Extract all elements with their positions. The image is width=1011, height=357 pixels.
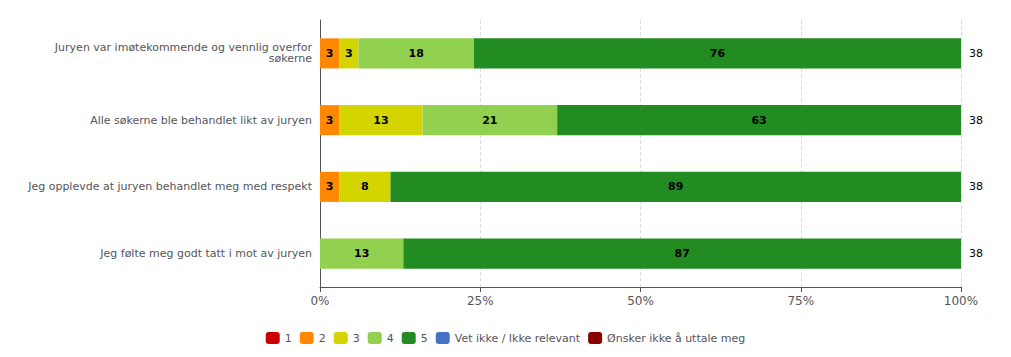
svg-text:3: 3 (345, 47, 353, 60)
svg-text:76: 76 (710, 47, 726, 60)
svg-text:3: 3 (326, 47, 334, 60)
svg-text:søkerne: søkerne (269, 52, 313, 65)
svg-text:13: 13 (373, 114, 388, 127)
svg-text:13: 13 (354, 247, 369, 260)
svg-text:0%: 0% (310, 294, 329, 308)
svg-text:3: 3 (326, 114, 334, 127)
svg-text:5: 5 (421, 332, 428, 345)
svg-text:Jeg følte meg godt tatt i mot: Jeg følte meg godt tatt i mot av juryen (99, 247, 312, 260)
svg-text:Vet ikke / Ikke relevant: Vet ikke / Ikke relevant (455, 332, 581, 345)
svg-text:25%: 25% (467, 294, 494, 308)
svg-text:100%: 100% (944, 294, 978, 308)
svg-text:3: 3 (353, 332, 360, 345)
svg-text:63: 63 (751, 114, 766, 127)
svg-text:38: 38 (969, 47, 983, 60)
svg-text:Jeg opplevde at juryen behandl: Jeg opplevde at juryen behandlet meg med… (27, 180, 312, 193)
svg-text:38: 38 (969, 114, 983, 127)
svg-text:75%: 75% (787, 294, 814, 308)
svg-text:8: 8 (361, 180, 369, 193)
svg-text:Ønsker ikke å uttale meg: Ønsker ikke å uttale meg (607, 332, 745, 345)
svg-text:89: 89 (668, 180, 683, 193)
svg-text:38: 38 (969, 180, 983, 193)
svg-text:87: 87 (675, 247, 690, 260)
svg-text:Alle søkerne ble behandlet lik: Alle søkerne ble behandlet likt av jurye… (90, 114, 312, 127)
svg-text:2: 2 (319, 332, 326, 345)
svg-text:18: 18 (408, 47, 423, 60)
svg-text:Juryen var imøtekommende og ve: Juryen var imøtekommende og vennlig over… (54, 41, 312, 55)
svg-text:1: 1 (285, 332, 292, 345)
svg-text:50%: 50% (627, 294, 654, 308)
svg-text:21: 21 (482, 114, 497, 127)
svg-text:4: 4 (387, 332, 394, 345)
svg-text:38: 38 (969, 247, 983, 260)
svg-text:3: 3 (326, 180, 334, 193)
